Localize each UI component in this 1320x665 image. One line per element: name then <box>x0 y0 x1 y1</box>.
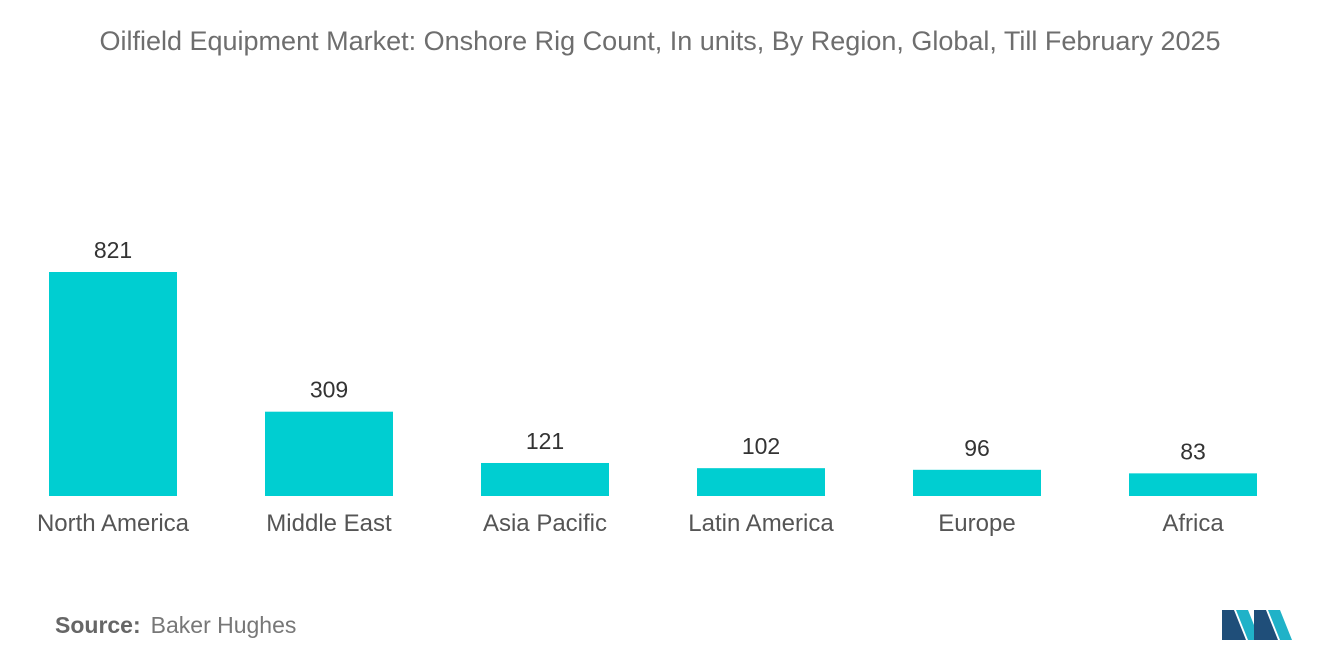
bar-europe <box>913 469 1041 496</box>
data-label: 309 <box>310 377 348 403</box>
data-label: 83 <box>1180 438 1206 464</box>
source-label: Source: <box>55 612 141 638</box>
category-label: Latin America <box>688 510 834 537</box>
category-label: Europe <box>938 510 1015 537</box>
data-label: 821 <box>94 237 132 263</box>
bar-latin-america <box>697 468 825 496</box>
category-label: North America <box>37 510 190 537</box>
bar-north-america <box>49 272 177 496</box>
bar-asia-pacific <box>481 462 609 496</box>
bar-chart: 821 North America 309 Middle East 121 Asia Pa… <box>37 237 1257 537</box>
bar-africa <box>1129 473 1257 496</box>
company-logo-icon <box>1222 610 1292 640</box>
source-note: Source: Baker Hughes <box>55 612 296 639</box>
bar-middle-east <box>265 411 393 496</box>
data-label: 121 <box>526 428 564 454</box>
chart-title: Oilfield Equipment Market: Onshore Rig C… <box>99 26 1221 56</box>
source-value: Baker Hughes <box>150 612 297 638</box>
category-label: Middle East <box>266 510 392 537</box>
category-label: Africa <box>1162 510 1224 537</box>
category-label: Asia Pacific <box>483 510 607 537</box>
data-label: 96 <box>964 435 990 461</box>
data-label: 102 <box>742 433 780 459</box>
